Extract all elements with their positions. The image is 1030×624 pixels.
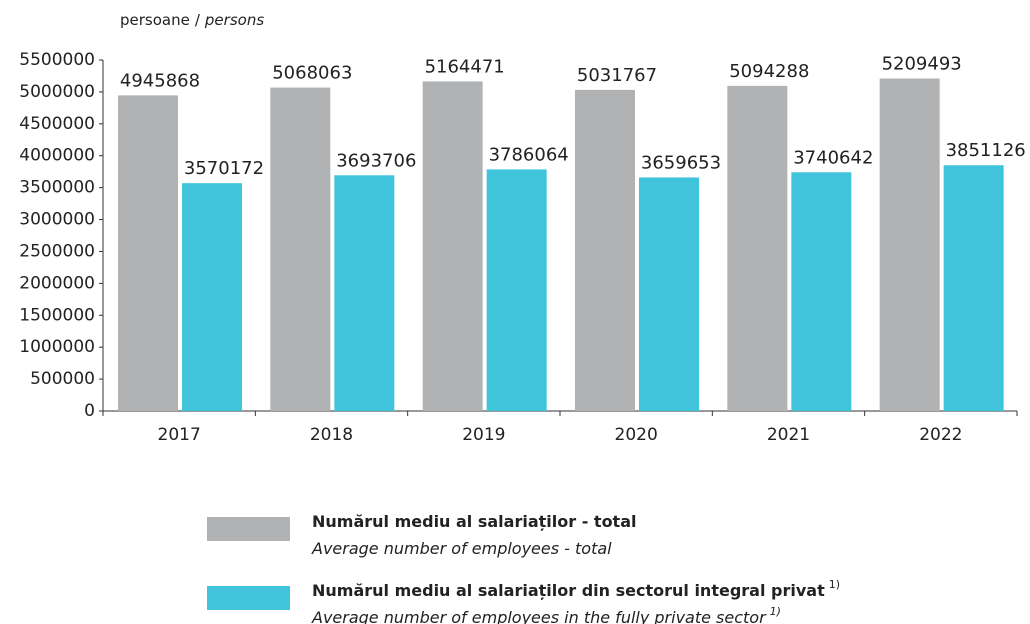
footnote-mark: 1) [770,605,781,618]
x-tick-label: 2020 [615,425,658,445]
x-tick-label: 2018 [310,425,353,445]
y-tick-label: 3500000 [19,178,95,198]
y-tick-label: 3000000 [19,210,95,230]
bar [639,177,699,411]
bar [422,81,483,412]
value-label: 5164471 [425,56,505,77]
bar [118,95,178,411]
bar [575,89,635,411]
value-label: 3851126 [946,140,1026,161]
y-tick-label: 500000 [30,369,95,389]
y-tick-label: 4000000 [19,146,95,166]
y-tick-label: 2000000 [19,273,95,293]
legend-label: Numărul mediu al salariaților - total [312,512,636,531]
x-tick-label: 2022 [919,425,962,445]
bar [791,172,852,411]
bar [943,165,1004,411]
value-label: 5094288 [729,61,809,82]
unit-en: persons [204,11,264,29]
legend-name: Numărul mediu al salariaților din sector… [312,581,825,600]
legend-name-en: Average number of employees - total [311,539,612,558]
unit-ro: persoane [120,11,190,29]
value-label: 5031767 [577,65,657,86]
y-tick-label: 5500000 [19,50,95,70]
x-tick-label: 2019 [462,425,505,445]
bar [182,183,242,411]
legend-swatch [207,586,290,610]
value-label: 3693706 [336,150,416,171]
value-label: 3740642 [793,147,873,168]
y-tick-label: 0 [84,401,95,421]
legend-label-en: Average number of employees in the fully… [311,605,781,624]
unit-sep: / [195,11,201,29]
value-label: 5209493 [882,54,962,75]
value-label: 3659653 [641,152,721,173]
y-tick-label: 2500000 [19,241,95,261]
y-tick-label: 5000000 [19,82,95,102]
bar [879,78,940,412]
x-tick-label: 2021 [767,425,810,445]
bar [727,85,788,412]
x-tick-label: 2017 [158,425,201,445]
value-label: 3786064 [489,144,569,165]
y-tick-label: 4500000 [19,114,95,134]
value-label: 4945868 [120,70,200,91]
value-label: 3570172 [184,158,264,179]
y-tick-label: 1000000 [19,337,95,357]
legend-name: Numărul mediu al salariaților - total [312,512,636,531]
legend-label: Numărul mediu al salariaților din sector… [312,578,840,600]
bar [486,169,547,411]
bar [334,175,395,411]
value-label: 5068063 [272,63,352,84]
bar [270,87,331,412]
footnote-mark: 1) [829,578,840,591]
legend-label-en: Average number of employees - total [311,539,612,558]
y-tick-label: 1500000 [19,305,95,325]
y-axis-unit: persoane / persons [120,11,264,29]
legend-swatch [207,517,290,541]
legend-name-en: Average number of employees in the fully… [311,608,767,624]
